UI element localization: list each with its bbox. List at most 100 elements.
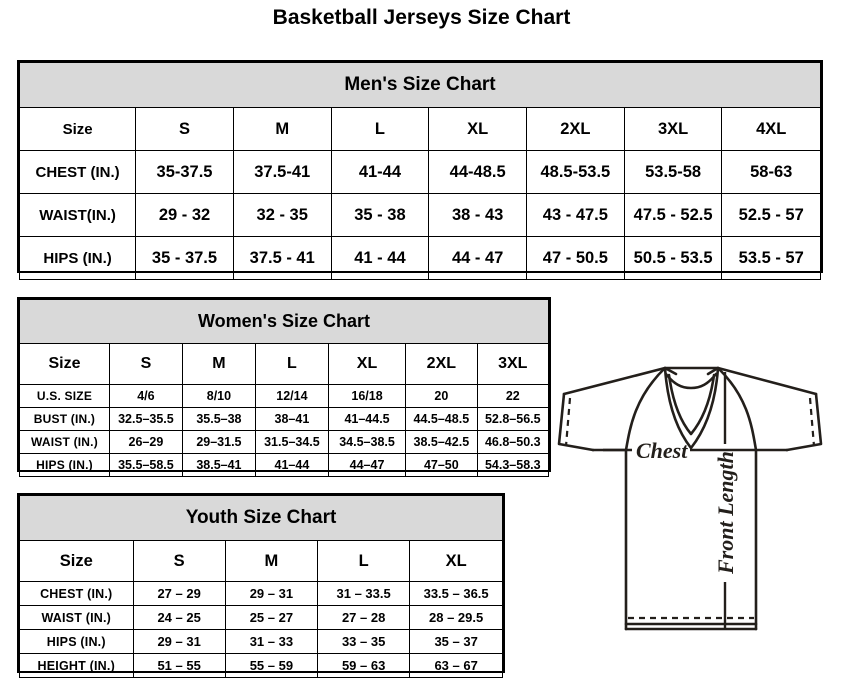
jersey-measurement-diagram: Chest Front Length (540, 352, 840, 674)
mens-header-row: Size S M L XL 2XL 3XL 4XL (18, 107, 821, 151)
mens-row-label-waist: WAIST(IN.) (18, 193, 137, 237)
mens-size-table: Men's Size Chart Size S M L XL 2XL 3XL 4… (18, 62, 821, 280)
womens-bust-2xl: 44.5–48.5 (405, 407, 478, 431)
youth-waist-l: 27 – 28 (316, 605, 411, 630)
womens-row-label-bust: BUST (IN.) (19, 407, 110, 431)
neckline-collar-band (667, 373, 716, 436)
mens-waist-l: 35 - 38 (330, 193, 430, 237)
mens-chest-s: 35-37.5 (135, 150, 234, 194)
womens-hips-s: 35.5–58.5 (108, 453, 183, 477)
womens-banner: Women's Size Chart (19, 299, 549, 344)
womens-header-row: Size S M L XL 2XL 3XL (19, 343, 550, 385)
youth-banner: Youth Size Chart (19, 495, 503, 541)
youth-waist-s: 24 – 25 (132, 605, 226, 630)
womens-waist-m: 29–31.5 (181, 430, 256, 454)
jersey-hem-sides (624, 622, 758, 631)
left-sleeve-cuff (557, 392, 595, 452)
womens-bust-m: 35.5–38 (181, 407, 256, 431)
womens-waist-3xl: 46.8–50.3 (476, 430, 550, 454)
mens-col-header-3xl: 3XL (623, 107, 723, 151)
mens-col-header-s: S (135, 107, 234, 151)
womens-col-header-l: L (254, 343, 329, 385)
youth-header-row: Size S M L XL (19, 540, 503, 582)
mens-col-header-m: M (232, 107, 332, 151)
table-row: U.S. SIZE 4/6 8/10 12/14 16/18 20 22 (19, 384, 550, 408)
mens-hips-3xl: 50.5 - 53.5 (623, 236, 723, 280)
mens-banner-row: Men's Size Chart (19, 62, 821, 108)
table-row: HIPS (IN.) 29 – 31 31 – 33 33 – 35 35 – … (19, 629, 503, 654)
mens-chest-3xl: 53.5-58 (623, 150, 723, 194)
youth-chest-m: 29 – 31 (224, 581, 319, 606)
youth-height-l: 59 – 63 (316, 653, 411, 678)
youth-hips-xl: 35 – 37 (409, 629, 503, 654)
mens-hips-m: 37.5 - 41 (232, 236, 332, 280)
womens-col-header-size: Size (19, 343, 110, 385)
womens-banner-row: Women's Size Chart (19, 299, 549, 344)
womens-col-header-xl: XL (327, 343, 407, 385)
mens-waist-3xl: 47.5 - 52.5 (623, 193, 723, 237)
youth-col-header-xl: XL (409, 540, 503, 582)
mens-col-header-xl: XL (428, 107, 528, 151)
table-row: WAIST(IN.) 29 - 32 32 - 35 35 - 38 38 - … (18, 193, 821, 237)
table-row: WAIST (IN.) 26–29 29–31.5 31.5–34.5 34.5… (19, 430, 550, 454)
mens-hips-4xl: 53.5 - 57 (721, 236, 821, 280)
chest-label: Chest (636, 438, 688, 463)
mens-waist-s: 29 - 32 (135, 193, 234, 237)
womens-row-label-waist: WAIST (IN.) (19, 430, 110, 454)
mens-row-label-hips: HIPS (IN.) (18, 236, 137, 280)
mens-hips-l: 41 - 44 (330, 236, 430, 280)
womens-ussize-2xl: 20 (405, 384, 478, 408)
youth-hips-s: 29 – 31 (132, 629, 226, 654)
mens-chest-xl: 44-48.5 (428, 150, 528, 194)
neckline-top-band (664, 372, 718, 390)
table-row: HEIGHT (IN.) 51 – 55 55 – 59 59 – 63 63 … (19, 653, 503, 678)
youth-hips-m: 31 – 33 (224, 629, 319, 654)
womens-hips-3xl: 54.3–58.3 (476, 453, 550, 477)
womens-size-table: Women's Size Chart Size S M L XL 2XL 3XL… (19, 299, 550, 477)
mens-col-header-2xl: 2XL (526, 107, 625, 151)
womens-ussize-xl: 16/18 (327, 384, 407, 408)
mens-row-label-chest: CHEST (IN.) (18, 150, 137, 194)
page-title: Basketball Jerseys Size Chart (272, 6, 571, 29)
youth-height-m: 55 – 59 (224, 653, 319, 678)
youth-banner-row: Youth Size Chart (19, 495, 503, 541)
youth-chest-l: 31 – 33.5 (316, 581, 411, 606)
womens-hips-2xl: 47–50 (405, 453, 478, 477)
womens-ussize-m: 8/10 (181, 384, 256, 408)
youth-chest-s: 27 – 29 (132, 581, 226, 606)
womens-col-header-s: S (108, 343, 183, 385)
womens-col-header-3xl: 3XL (476, 343, 550, 385)
womens-ussize-3xl: 22 (476, 384, 550, 408)
womens-hips-l: 41–44 (254, 453, 329, 477)
mens-chest-m: 37.5-41 (232, 150, 332, 194)
youth-waist-m: 25 – 27 (224, 605, 319, 630)
right-cuff-dashed-hem (808, 397, 816, 447)
neckline-outer-v (663, 366, 720, 450)
youth-col-header-m: M (224, 540, 319, 582)
womens-row-label-us-size: U.S. SIZE (19, 384, 110, 408)
womens-col-header-2xl: 2XL (405, 343, 478, 385)
youth-row-label-hips: HIPS (IN.) (19, 629, 134, 654)
mens-waist-2xl: 43 - 47.5 (526, 193, 625, 237)
womens-row-label-hips: HIPS (IN.) (19, 453, 110, 477)
mens-chest-4xl: 58-63 (721, 150, 821, 194)
mens-col-header-l: L (330, 107, 430, 151)
youth-waist-xl: 28 – 29.5 (409, 605, 503, 630)
youth-row-label-chest: CHEST (IN.) (19, 581, 134, 606)
youth-col-header-size: Size (19, 540, 134, 582)
youth-height-s: 51 – 55 (132, 653, 226, 678)
womens-waist-l: 31.5–34.5 (254, 430, 329, 454)
youth-size-chart: Youth Size Chart Size S M L XL CHEST (IN… (17, 493, 505, 678)
mens-col-header-4xl: 4XL (721, 107, 821, 151)
youth-height-xl: 63 – 67 (409, 653, 503, 678)
mens-banner: Men's Size Chart (19, 62, 821, 108)
table-row: WAIST (IN.) 24 – 25 25 – 27 27 – 28 28 –… (19, 605, 503, 630)
womens-hips-m: 38.5–41 (181, 453, 256, 477)
table-row: BUST (IN.) 32.5–35.5 35.5–38 38–41 41–44… (19, 407, 550, 431)
left-cuff-dashed-hem (564, 397, 572, 447)
youth-chest-xl: 33.5 – 36.5 (409, 581, 503, 606)
womens-bust-l: 38–41 (254, 407, 329, 431)
right-sleeve-cuff (785, 392, 823, 452)
left-shoulder-line (562, 366, 678, 396)
right-armhole-curve (716, 366, 789, 452)
